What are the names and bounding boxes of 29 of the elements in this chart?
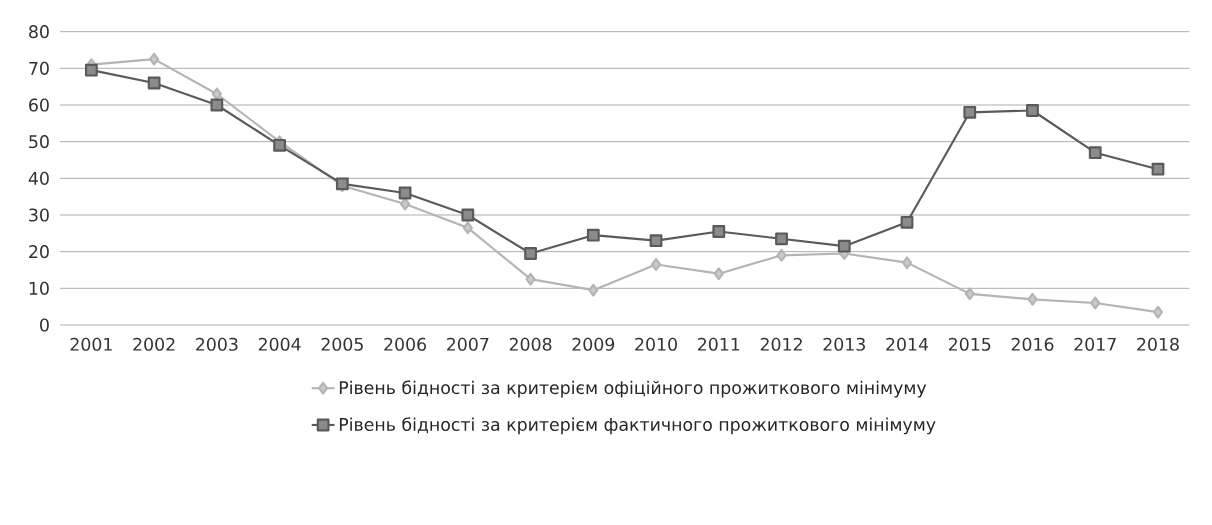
x-tick-label: 2017 [1074,337,1116,351]
y-tick-label: 0 [40,318,49,332]
x-tick-label: 2007 [447,337,489,351]
x-tick-label: 2015 [948,337,991,351]
y-tick-label: 80 [29,25,49,39]
y-tick-label: 30 [29,208,49,222]
x-tick-label: 2018 [1137,337,1179,351]
x-tick-label: 2008 [509,337,552,351]
legend-label: Рівень бідності за критерієм офіційного прожиткового мінімуму [339,380,927,398]
y-tick-label: 10 [29,281,49,295]
x-tick-label: 2013 [823,337,865,351]
x-tick-label: 2010 [635,337,677,351]
y-tick-label: 70 [29,61,49,75]
x-tick-label: 2003 [196,337,238,351]
x-tick-label: 2014 [886,337,929,351]
y-tick-label: 50 [29,135,49,149]
x-tick-label: 2016 [1011,337,1054,351]
x-tick-label: 2004 [258,337,301,351]
x-tick-label: 2006 [384,337,427,351]
x-tick-label: 2011 [698,337,740,351]
x-tick-label: 2009 [572,337,615,351]
y-tick-label: 20 [29,245,49,259]
y-tick-label: 40 [28,171,49,185]
y-tick-label: 60 [29,98,49,112]
x-tick-label: 2005 [321,337,363,351]
x-tick-label: 2012 [760,337,802,351]
legend-label: Рівень бідності за критерієм фактичного прожиткового мінімуму [339,417,936,435]
x-tick-label: 2002 [133,337,175,351]
x-tick-label: 2001 [70,337,112,351]
